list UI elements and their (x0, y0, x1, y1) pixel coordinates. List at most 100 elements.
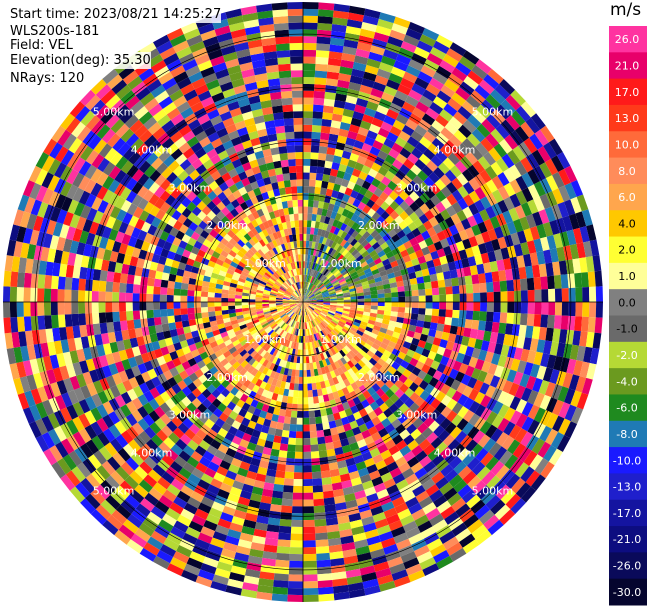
velocity-gate (534, 277, 542, 290)
velocity-gate (282, 492, 293, 500)
velocity-gate (313, 492, 324, 500)
velocity-gate (273, 484, 284, 492)
velocity-gate (323, 105, 334, 113)
velocity-gate (391, 307, 398, 312)
velocity-gate (291, 520, 303, 527)
velocity-gate (313, 485, 323, 493)
velocity-gate (284, 472, 294, 480)
velocity-gate (411, 308, 418, 314)
velocity-gate (308, 390, 313, 397)
velocity-gate (99, 312, 107, 323)
velocity-gate (214, 302, 221, 307)
velocity-gate (575, 302, 582, 317)
velocity-gate (419, 302, 426, 308)
velocity-gate (181, 314, 189, 321)
velocity-gate (322, 174, 330, 182)
velocity-gate (303, 452, 311, 459)
velocity-gate (444, 279, 452, 288)
velocity-gate (161, 316, 169, 324)
velocity-gate (312, 125, 322, 133)
velocity-gate (188, 284, 196, 291)
velocity-gate (51, 276, 59, 290)
velocity-gate (297, 418, 303, 425)
velocity-gate (293, 493, 303, 500)
velocity-gate (146, 302, 153, 310)
velocity-gate (325, 154, 334, 162)
velocity-gate (444, 317, 452, 326)
velocity-gate (303, 465, 312, 472)
velocity-gate (303, 132, 312, 139)
velocity-gate (317, 23, 332, 31)
velocity-gate (221, 293, 228, 298)
velocity-gate (10, 317, 18, 333)
velocity-gate (160, 309, 167, 317)
velocity-gate (498, 323, 506, 334)
velocity-gate (473, 311, 481, 321)
velocity-gate (315, 533, 328, 541)
velocity-gate (292, 404, 298, 411)
velocity-gate (303, 172, 310, 179)
velocity-gate (318, 153, 327, 161)
velocity-gate (167, 295, 174, 302)
velocity-gate (314, 77, 326, 85)
velocity-gate (155, 271, 163, 280)
velocity-gate (58, 289, 65, 302)
velocity-gate (71, 302, 78, 314)
velocity-gate (384, 293, 391, 298)
velocity-gate (325, 442, 334, 450)
velocity-gate (315, 539, 328, 547)
velocity-gate (478, 273, 486, 283)
velocity-gate (58, 314, 66, 327)
velocity-gate (133, 284, 140, 293)
velocity-gate (465, 275, 473, 285)
velocity-gate (574, 316, 582, 331)
velocity-gate (214, 297, 221, 302)
velocity-gate (397, 312, 404, 318)
velocity-gate (65, 277, 73, 290)
velocity-gate (473, 302, 480, 311)
velocity-gate (308, 397, 314, 404)
velocity-gate (540, 276, 548, 289)
velocity-gate (378, 293, 385, 298)
velocity-gate (127, 274, 135, 284)
velocity-gate (486, 282, 494, 292)
velocity-gate (290, 540, 303, 547)
velocity-gate (284, 416, 291, 424)
velocity-gate (139, 302, 146, 311)
velocity-gate (313, 396, 319, 403)
velocity-gate (317, 160, 325, 168)
velocity-gate (357, 302, 364, 305)
velocity-gate (561, 316, 569, 330)
velocity-gate (242, 302, 249, 305)
velocity-gate (221, 298, 228, 302)
velocity-gate (296, 431, 303, 438)
velocity-gate (582, 302, 589, 317)
velocity-gate (446, 294, 453, 302)
velocity-gate (294, 465, 303, 472)
velocity-gate (3, 302, 10, 318)
velocity-gate (290, 547, 303, 554)
velocity-gate (221, 306, 228, 311)
velocity-gate (175, 321, 183, 329)
velocity-gate (303, 29, 317, 36)
velocity-gate (321, 126, 331, 134)
velocity-gate (44, 315, 52, 329)
velocity-gate (303, 186, 309, 193)
velocity-gate (24, 316, 32, 331)
velocity-gate (535, 290, 542, 302)
velocity-gate (473, 293, 480, 302)
velocity-gate (173, 302, 180, 309)
velocity-gate (293, 486, 303, 493)
velocity-gate (303, 418, 309, 425)
velocity-gate (98, 291, 105, 302)
velocity-gate (297, 411, 303, 418)
velocity-gate (299, 363, 303, 370)
velocity-gate (274, 477, 284, 485)
velocity-gate (72, 278, 80, 290)
velocity-gate (58, 302, 65, 315)
velocity-gate (308, 193, 314, 200)
velocity-gate (521, 290, 528, 302)
velocity-gate (285, 465, 294, 472)
velocity-gate (308, 207, 313, 214)
velocity-gate (322, 119, 332, 127)
